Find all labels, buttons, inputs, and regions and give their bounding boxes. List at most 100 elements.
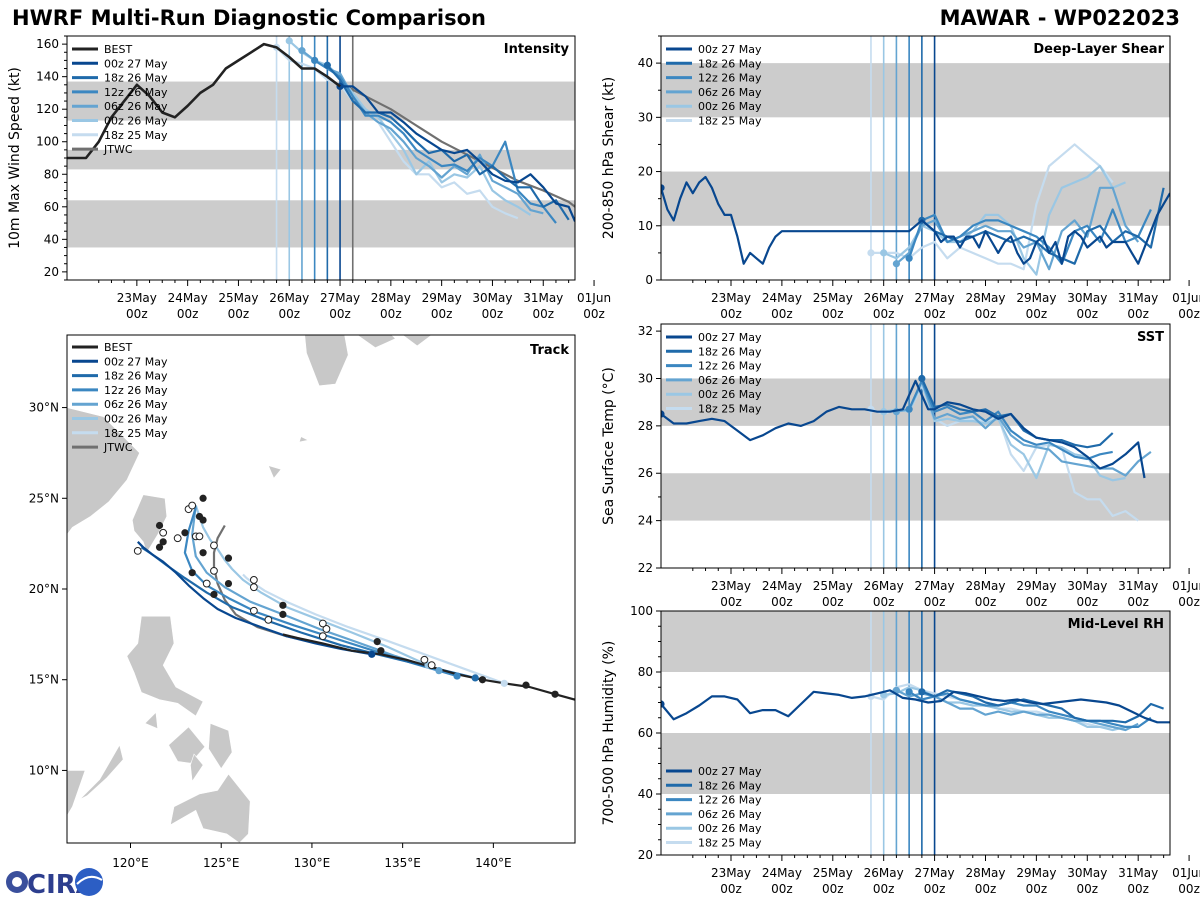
track-marker-open <box>195 532 204 541</box>
shear-shaded-band <box>661 171 1170 226</box>
track-series-00z-27-may <box>137 541 372 656</box>
track-marker-filled <box>155 521 164 530</box>
shear-x-tick-date: 29May <box>1016 291 1056 305</box>
legend-label-00z-26-may: 00z 26 May <box>104 413 168 426</box>
intensity-panel-title: Intensity <box>504 42 570 57</box>
shear-x-tick-hour: 00z <box>1026 307 1048 321</box>
sst-x-tick-hour: 00z <box>975 595 997 609</box>
intensity-shaded-band <box>67 200 575 248</box>
sst-y-axis-label: Sea Surface Temp (°C) <box>601 367 617 525</box>
land-mass <box>79 744 124 800</box>
legend-label-00z-26-may: 00z 26 May <box>698 100 762 113</box>
rh-x-tick-hour: 00z <box>924 882 946 896</box>
intensity-x-tick-hour: 00z <box>583 307 605 321</box>
land-mass <box>67 770 86 817</box>
shear-x-tick-hour: 00z <box>822 307 844 321</box>
track-marker-filled <box>373 638 381 646</box>
sst-x-tick-date: 27May <box>915 579 955 593</box>
intensity-y-tick-label: 100 <box>36 135 59 149</box>
shear-series-18z-26-may <box>921 187 1165 265</box>
track-marker-open <box>210 541 218 550</box>
shear-x-tick-date: 23May <box>711 291 751 305</box>
track-marker-filled <box>478 676 487 684</box>
sst-x-tick-hour: 00z <box>1178 595 1200 609</box>
sst-init-point-00z-27-may <box>661 410 665 418</box>
rh-x-tick-date: 28May <box>965 866 1005 880</box>
land-mass <box>144 711 159 730</box>
legend-label-18z-25-may: 18z 25 May <box>698 115 762 128</box>
rh-series-18z-26-may <box>921 689 1164 724</box>
track-marker-filled <box>199 516 207 524</box>
intensity-init-point-12z-26-may <box>311 56 319 64</box>
intensity-x-tick-date: 23May <box>117 291 157 305</box>
land-mass <box>126 615 204 717</box>
sst-x-tick-hour: 00z <box>1076 595 1098 609</box>
sst-x-tick-date: 28May <box>965 579 1005 593</box>
legend-label-12z-26-may: 12z 26 May <box>698 794 762 807</box>
track-marker-open <box>249 606 258 615</box>
rh-x-tick-hour: 00z <box>975 882 997 896</box>
legend-label-00z-26-may: 00z 26 May <box>104 115 168 128</box>
track-lon-tick-label: 130°E <box>294 856 331 870</box>
sst-y-tick-label: 32 <box>638 324 653 338</box>
shear-series-12z-26-may <box>908 208 1152 265</box>
legend-label-18z-25-may: 18z 25 May <box>698 837 762 850</box>
legend-label-06z-26-may: 06z 26 May <box>698 86 762 99</box>
track-marker-open <box>249 583 258 592</box>
intensity-y-tick-label: 80 <box>44 167 59 181</box>
shear-x-tick-hour: 00z <box>873 307 895 321</box>
rh-x-tick-hour: 00z <box>1127 882 1149 896</box>
intensity-y-tick-label: 160 <box>36 37 59 51</box>
land-mass <box>208 722 233 770</box>
rh-panel-title: Mid-Level RH <box>1068 617 1164 632</box>
sst-y-tick-label: 30 <box>638 371 653 385</box>
shear-x-tick-date: 26May <box>864 291 904 305</box>
rh-y-tick-label: 100 <box>630 604 653 618</box>
sst-y-tick-label: 26 <box>638 466 653 480</box>
shear-frame <box>660 35 1171 281</box>
intensity-y-tick-label: 140 <box>36 70 59 84</box>
intensity-x-tick-hour: 00z <box>532 307 554 321</box>
land-mass <box>67 335 140 536</box>
logo-globe-icon <box>75 868 103 896</box>
land-mass <box>402 335 433 347</box>
rh-series-06z-26-may <box>895 689 1139 732</box>
intensity-x-tick-date: 29May <box>422 291 462 305</box>
intensity-series-06z-26-may <box>301 49 544 215</box>
track-marker-open <box>249 576 258 584</box>
rh-init-point-12z-26-may <box>905 688 913 696</box>
legend-label-06z-26-may: 06z 26 May <box>698 374 762 387</box>
rh-x-tick-date: 25May <box>813 866 853 880</box>
sst-init-point-12z-26-may <box>905 405 913 413</box>
sst-x-tick-hour: 00z <box>720 595 742 609</box>
rh-plot-area <box>661 611 1170 855</box>
legend-label-06z-26-may: 06z 26 May <box>104 398 168 411</box>
legend-label-12z-26-may: 12z 26 May <box>104 384 168 397</box>
intensity-x-tick-date: 31May <box>523 291 563 305</box>
legend-label-best: BEST <box>104 43 132 56</box>
shear-x-tick-date: 01Jun <box>1172 291 1200 305</box>
legend-label-12z-26-may: 12z 26 May <box>698 72 762 85</box>
legend-label-06z-26-may: 06z 26 May <box>698 808 762 821</box>
sst-series-12z-26-may <box>908 379 1113 461</box>
sst-series-06z-26-may <box>896 379 1152 477</box>
track-lat-tick-label: 20°N <box>29 582 59 596</box>
track-lat-tick-label: 25°N <box>29 491 59 505</box>
track-marker-open <box>427 661 436 670</box>
legend-label-18z-26-may: 18z 26 May <box>698 57 762 70</box>
shear-init-point-00z-27-may <box>661 184 665 192</box>
track-series-06z-26-may <box>191 505 440 672</box>
intensity-shaded-band <box>67 81 575 121</box>
intensity-x-tick-hour: 00z <box>431 307 453 321</box>
intensity-series-18z-26-may <box>326 64 570 221</box>
track-init-point-06z-26-may <box>435 667 443 675</box>
track-marker-open <box>188 501 197 510</box>
track-marker-open <box>318 632 327 641</box>
sst-shaded-band <box>661 378 1170 426</box>
legend-label-00z-27-may: 00z 27 May <box>104 57 168 70</box>
track-lat-tick-label: 15°N <box>29 673 59 687</box>
intensity-x-tick-date: 26May <box>269 291 309 305</box>
intensity-x-tick-hour: 00z <box>482 307 504 321</box>
